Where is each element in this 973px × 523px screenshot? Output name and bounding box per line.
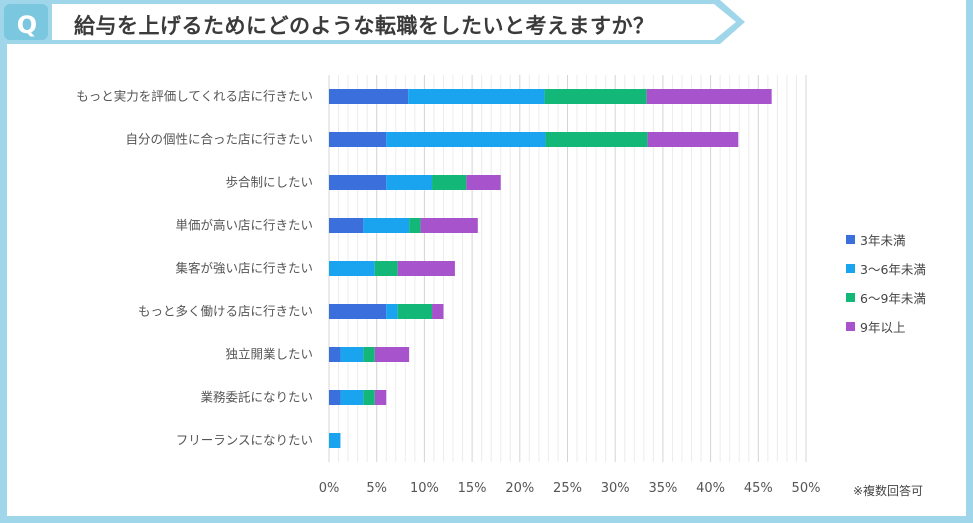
bar-segment	[374, 261, 398, 276]
bar-segment	[329, 304, 387, 319]
legend-item: 9年以上	[846, 315, 926, 337]
bar-segment	[409, 218, 421, 233]
bar-segment	[363, 218, 410, 233]
bar-segment	[432, 304, 444, 319]
x-tick-label: 30%	[601, 481, 630, 496]
category-label: 独立開業したい	[225, 347, 313, 362]
bar-segment	[329, 390, 341, 405]
legend-swatch	[846, 321, 855, 331]
bar-segment	[647, 132, 739, 147]
legend-label: 3年未満	[860, 232, 906, 248]
legend-item: 6～9年未満	[846, 286, 926, 308]
bar-segment	[363, 390, 375, 405]
bar-segment	[545, 132, 648, 147]
legend-label: 9年以上	[860, 319, 906, 335]
bar-segment	[340, 390, 364, 405]
bar-segment	[329, 132, 387, 147]
legend-swatch	[846, 263, 855, 273]
header-bar	[0, 0, 745, 44]
bar-segment	[386, 175, 433, 190]
x-tick-label: 40%	[696, 481, 725, 496]
x-tick-label: 20%	[505, 481, 534, 496]
category-label: もっと多く働ける店に行きたい	[138, 304, 313, 319]
header-inner	[52, 4, 736, 40]
bar-segment	[329, 433, 341, 448]
bar-segment	[397, 304, 433, 319]
x-tick-label: 35%	[648, 481, 677, 496]
x-tick-label: 5%	[366, 481, 387, 496]
bar-segment	[420, 218, 478, 233]
category-label: 自分の個性に合った店に行きたい	[125, 132, 313, 147]
bar-segment	[646, 89, 772, 104]
category-label: もっと実力を評価してくれる店に行きたい	[76, 89, 313, 104]
bar-segment	[397, 261, 455, 276]
bar-segment	[374, 390, 387, 405]
multiple-answer-note: ※複数回答可	[853, 484, 924, 498]
legend-label: 6～9年未満	[860, 290, 926, 306]
bar-segment	[432, 175, 467, 190]
badge-bg	[4, 4, 48, 40]
legend-item: 3年未満	[846, 228, 926, 250]
x-tick-label: 50%	[792, 481, 821, 496]
bar-segment	[329, 261, 375, 276]
bar-segment	[329, 218, 364, 233]
bar-segment	[374, 347, 410, 362]
bar-segment	[408, 89, 545, 104]
question-title: 給与を上げるためにどのような転職をしたいと考えますか？	[74, 14, 655, 38]
bar-segment	[544, 89, 647, 104]
legend-label: 3～6年未満	[860, 261, 926, 277]
category-label: フリーランスになりたい	[176, 433, 313, 448]
x-tick-label: 45%	[744, 481, 773, 496]
bar-segment	[329, 347, 341, 362]
bar-segment	[340, 347, 364, 362]
category-label: 単価が高い店に行きたい	[175, 218, 313, 233]
legend-swatch	[846, 292, 855, 302]
legend-item: 3～6年未満	[846, 257, 926, 279]
legend: 3年未満 3～6年未満 6～9年未満 9年以上	[846, 228, 926, 344]
category-label: 集客が強い店に行きたい	[175, 261, 313, 276]
question-badge: Q	[16, 11, 38, 39]
bar-segment	[329, 89, 409, 104]
x-tick-label: 15%	[458, 481, 487, 496]
bar-segment	[386, 304, 398, 319]
bar-segment	[363, 347, 375, 362]
category-label: 業務委託になりたい	[200, 390, 313, 405]
bar-segment	[329, 175, 387, 190]
legend-swatch	[846, 234, 855, 244]
x-tick-label: 25%	[553, 481, 582, 496]
bar-segment	[466, 175, 501, 190]
x-tick-label: 10%	[410, 481, 439, 496]
category-label: 歩合制にしたい	[225, 175, 313, 190]
bar-segment	[386, 132, 546, 147]
x-tick-label: 0%	[319, 481, 340, 496]
